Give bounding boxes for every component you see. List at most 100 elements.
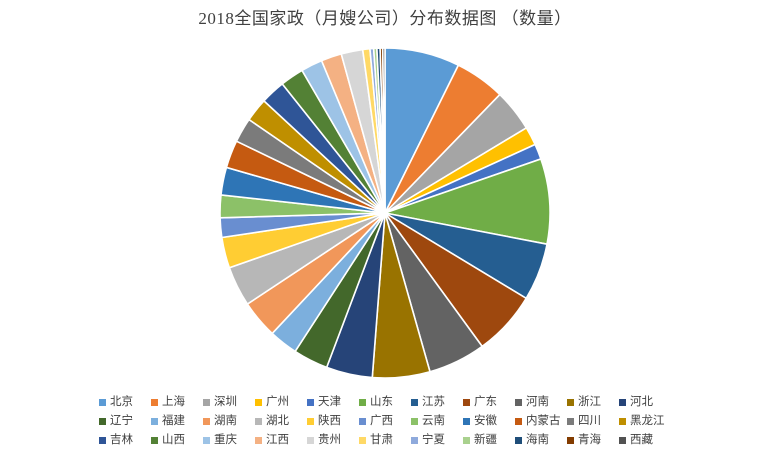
legend-item: 河南 [515, 395, 567, 409]
legend-item: 广州 [255, 395, 307, 409]
legend-label: 黑龙江 [630, 414, 665, 427]
legend-item: 江苏 [411, 395, 463, 409]
legend-item: 山西 [151, 433, 203, 447]
legend-item: 天津 [307, 395, 359, 409]
legend-label: 内蒙古 [526, 414, 561, 427]
pie-slice [381, 157, 551, 246]
legend-label: 青海 [578, 433, 601, 446]
legend-swatch-icon [307, 418, 314, 425]
legend-label: 新疆 [474, 433, 497, 446]
legend-label: 广州 [266, 395, 289, 408]
legend-label: 海南 [526, 433, 549, 446]
legend-item: 深圳 [203, 395, 255, 409]
legend-label: 江西 [266, 433, 289, 446]
legend-swatch-icon [515, 399, 522, 406]
legend-swatch-icon [411, 437, 418, 444]
legend-swatch-icon [255, 418, 262, 425]
legend-row: 北京 上海 深圳 广州 天津 山东 江苏 广东 河南 浙江 河北 [0, 393, 770, 412]
legend-swatch-icon [307, 399, 314, 406]
legend-item: 上海 [151, 395, 203, 409]
legend-swatch-icon [151, 399, 158, 406]
legend-item: 海南 [515, 433, 567, 447]
legend-item: 北京 [99, 395, 151, 409]
legend-item: 宁夏 [411, 433, 463, 447]
legend-item: 新疆 [463, 433, 515, 447]
legend-item: 吉林 [99, 433, 151, 447]
legend-label: 福建 [162, 414, 185, 427]
legend-swatch-icon [203, 437, 210, 444]
legend-item: 江西 [255, 433, 307, 447]
legend-swatch-icon [151, 418, 158, 425]
legend-swatch-icon [99, 399, 106, 406]
legend-swatch-icon [619, 399, 626, 406]
legend-swatch-icon [359, 399, 366, 406]
legend-label: 云南 [422, 414, 445, 427]
legend-swatch-icon [203, 418, 210, 425]
legend-swatch-icon [515, 437, 522, 444]
legend-swatch-icon [203, 399, 210, 406]
legend-label: 湖北 [266, 414, 289, 427]
legend-swatch-icon [567, 418, 574, 425]
legend-row: 辽宁 福建 湖南 湖北 陕西 广西 云南 安徽 内蒙古 四川 黑龙江 [0, 412, 770, 431]
legend-label: 陕西 [318, 414, 341, 427]
legend-item: 云南 [411, 414, 463, 428]
legend-label: 天津 [318, 395, 341, 408]
legend-label: 浙江 [578, 395, 601, 408]
pie-chart [219, 47, 551, 379]
legend-label: 山东 [370, 395, 393, 408]
legend-label: 北京 [110, 395, 133, 408]
legend-swatch-icon [463, 437, 470, 444]
legend-item: 湖南 [203, 414, 255, 428]
legend-item: 青海 [567, 433, 619, 447]
legend-swatch-icon [255, 399, 262, 406]
legend-swatch-icon [255, 437, 262, 444]
legend-item: 陕西 [307, 414, 359, 428]
legend-label: 宁夏 [422, 433, 445, 446]
pie-slice [381, 47, 386, 214]
legend-label: 广西 [370, 414, 393, 427]
legend-label: 湖南 [214, 414, 237, 427]
chart-legend: 北京 上海 深圳 广州 天津 山东 江苏 广东 河南 浙江 河北辽宁 福建 湖南 湖北 陕西 广西 云南 安徽 内蒙… [0, 393, 770, 450]
legend-row: 吉林 山西 重庆 江西 贵州 甘肃 宁夏 新疆 海南 青海 西藏 [0, 431, 770, 450]
legend-item: 湖北 [255, 414, 307, 428]
legend-label: 河南 [526, 395, 549, 408]
legend-swatch-icon [567, 437, 574, 444]
legend-item: 内蒙古 [515, 414, 567, 428]
legend-swatch-icon [151, 437, 158, 444]
legend-label: 江苏 [422, 395, 445, 408]
legend-label: 深圳 [214, 395, 237, 408]
legend-swatch-icon [619, 418, 626, 425]
legend-item: 黑龙江 [619, 414, 671, 428]
legend-item: 重庆 [203, 433, 255, 447]
legend-swatch-icon [463, 399, 470, 406]
legend-label: 河北 [630, 395, 653, 408]
legend-swatch-icon [359, 437, 366, 444]
legend-label: 安徽 [474, 414, 497, 427]
legend-item: 辽宁 [99, 414, 151, 428]
legend-label: 山西 [162, 433, 185, 446]
legend-label: 重庆 [214, 433, 237, 446]
legend-label: 贵州 [318, 433, 341, 446]
legend-swatch-icon [411, 418, 418, 425]
legend-swatch-icon [307, 437, 314, 444]
legend-label: 广东 [474, 395, 497, 408]
legend-label: 辽宁 [110, 414, 133, 427]
legend-label: 西藏 [630, 433, 653, 446]
legend-label: 上海 [162, 395, 185, 408]
legend-label: 甘肃 [370, 433, 393, 446]
legend-swatch-icon [411, 399, 418, 406]
legend-item: 贵州 [307, 433, 359, 447]
legend-label: 吉林 [110, 433, 133, 446]
legend-swatch-icon [567, 399, 574, 406]
legend-item: 甘肃 [359, 433, 411, 447]
legend-item: 安徽 [463, 414, 515, 428]
legend-swatch-icon [99, 418, 106, 425]
legend-item: 山东 [359, 395, 411, 409]
legend-item: 四川 [567, 415, 619, 428]
legend-swatch-icon [619, 437, 626, 444]
legend-swatch-icon [99, 437, 106, 444]
legend-item: 河北 [619, 395, 671, 409]
legend-swatch-icon [359, 418, 366, 425]
legend-swatch-icon [463, 418, 470, 425]
